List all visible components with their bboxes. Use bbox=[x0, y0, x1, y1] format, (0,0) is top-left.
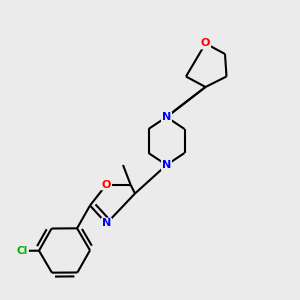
Text: N: N bbox=[162, 160, 171, 170]
Text: N: N bbox=[102, 218, 111, 229]
Text: N: N bbox=[162, 112, 171, 122]
Text: O: O bbox=[102, 179, 111, 190]
Text: Cl: Cl bbox=[17, 246, 28, 256]
Text: O: O bbox=[201, 38, 210, 49]
